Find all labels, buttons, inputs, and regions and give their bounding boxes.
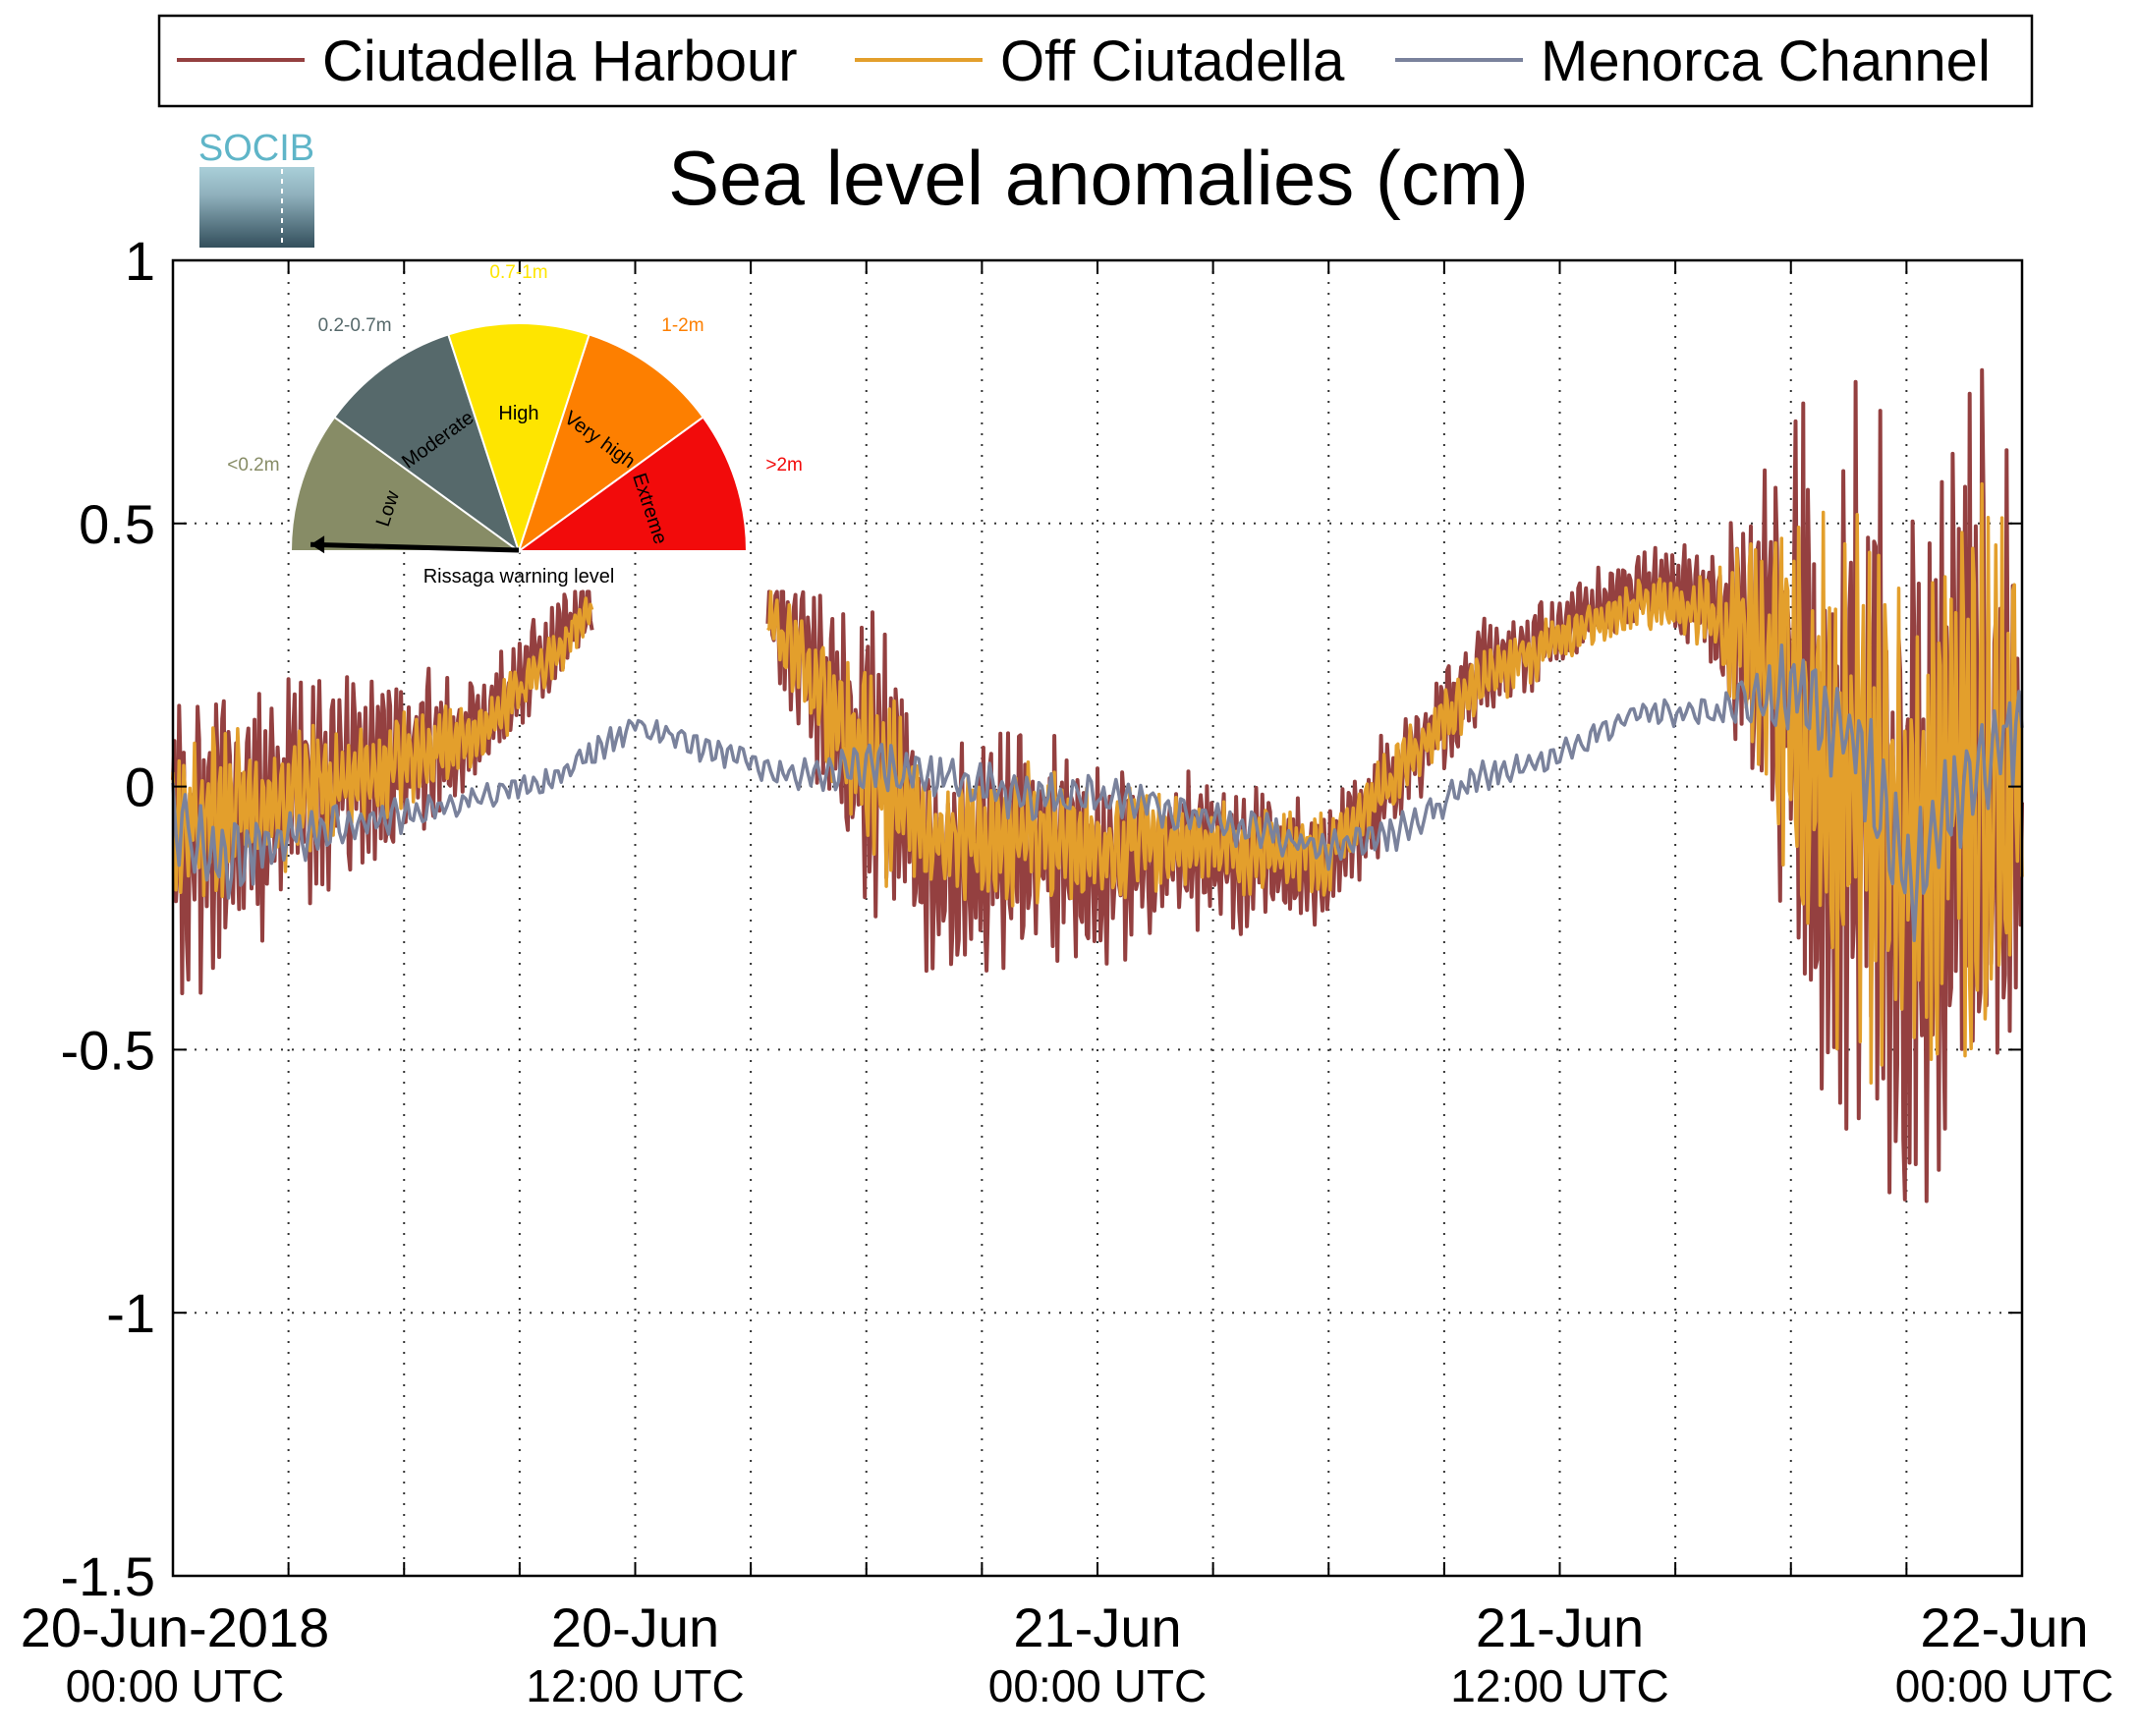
- legend-label: Menorca Channel: [1541, 29, 1991, 93]
- gauge-segment: [515, 416, 749, 552]
- y-tick-label: -0.5: [61, 1019, 156, 1081]
- gauge-needle: [310, 541, 520, 553]
- chart-title: Sea level anomalies (cm): [668, 135, 1529, 221]
- x-tick-time: 12:00 UTC: [1450, 1660, 1668, 1711]
- gauge-caption: Rissaga warning level: [423, 566, 615, 588]
- x-tick-date: 22-Jun: [1920, 1596, 2088, 1658]
- y-tick-label: 0: [125, 756, 155, 818]
- legend: Ciutadella Harbour Off Ciutadella Menorca …: [157, 14, 2034, 108]
- gauge-needle-head: [310, 535, 325, 554]
- x-tick-date: 20-Jun: [551, 1596, 719, 1658]
- x-tick-time: 00:00 UTC: [66, 1660, 284, 1711]
- y-tick-label: 0.5: [79, 493, 155, 555]
- y-tick-label: 1: [125, 230, 155, 292]
- gauge-segment: [332, 333, 521, 554]
- logo-text: SOCIB: [198, 128, 314, 169]
- x-tick-date: 20-Jun-2018: [21, 1596, 329, 1658]
- legend-box: [157, 14, 2034, 108]
- x-tick-time: 00:00 UTC: [1895, 1660, 2113, 1711]
- gauge-level-label: High: [498, 403, 538, 424]
- gauge-range-label: <0.2m: [227, 455, 279, 476]
- y-tick-label: -1.5: [61, 1545, 156, 1607]
- gauge-range-label: 0.7-1m: [489, 262, 547, 283]
- x-tick-date: 21-Jun: [1476, 1596, 1644, 1658]
- y-tick-label: -1: [106, 1282, 155, 1344]
- x-tick-time: 12:00 UTC: [526, 1660, 744, 1711]
- legend-label: Ciutadella Harbour: [322, 29, 798, 93]
- plot-area: [171, 258, 2024, 1578]
- gauge-range-label: 0.2-0.7m: [318, 315, 392, 336]
- x-tick-date: 21-Jun: [1013, 1596, 1181, 1658]
- socib-logo: SOCIB: [198, 128, 314, 248]
- legend-label: Off Ciutadella: [1000, 29, 1345, 93]
- gauge-range-label: >2m: [765, 455, 803, 476]
- x-tick-time: 00:00 UTC: [988, 1660, 1207, 1711]
- gauge-range-label: 1-2m: [661, 315, 703, 336]
- gauge-segment: [517, 333, 705, 554]
- gauge-segment: [447, 322, 590, 555]
- logo-wave-block: [199, 167, 314, 248]
- series-line-2: [171, 643, 2024, 943]
- gauge-segment: [289, 416, 523, 552]
